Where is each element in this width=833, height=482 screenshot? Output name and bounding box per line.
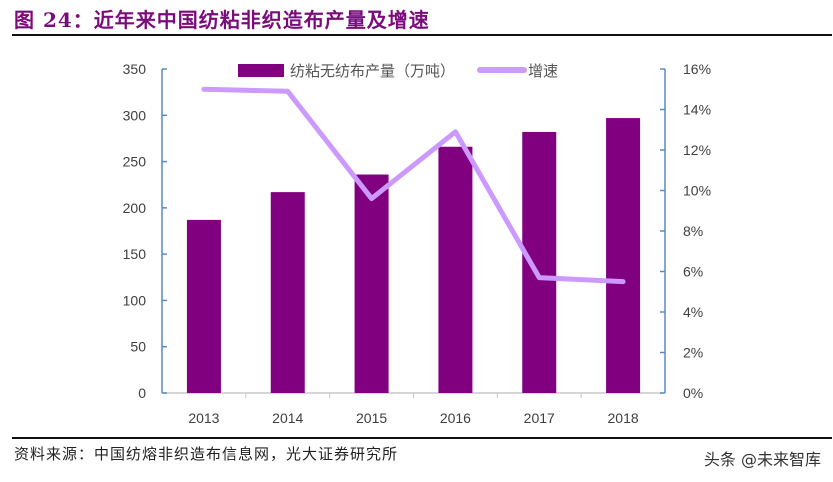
source-rule (12, 437, 832, 439)
right-tick-label: 4% (683, 304, 703, 320)
left-tick-label: 250 (123, 154, 147, 170)
left-tick-label: 50 (130, 339, 146, 355)
right-tick-label: 8% (683, 223, 703, 239)
legend-bar-swatch (238, 64, 284, 77)
left-tick-label: 300 (123, 107, 147, 123)
x-tick-label: 2018 (608, 410, 639, 426)
left-tick-label: 200 (123, 200, 147, 216)
legend-line-label: 增速 (528, 62, 558, 80)
left-tick-label: 350 (123, 61, 147, 77)
right-tick-label: 0% (683, 385, 703, 401)
figure-title: 图 24：近年来中国纺粘非织造布产量及增速 (14, 8, 430, 32)
left-tick-label: 0 (138, 385, 146, 401)
growth-line (201, 86, 626, 285)
right-tick-label: 12% (683, 142, 711, 158)
x-tick-label: 2013 (188, 410, 219, 426)
x-tick-label: 2017 (524, 410, 555, 426)
x-tick-label: 2016 (440, 410, 471, 426)
x-tick-label: 2014 (272, 410, 303, 426)
right-tick-label: 14% (683, 102, 711, 118)
right-tick-label: 10% (683, 183, 711, 199)
bar-2015 (354, 174, 389, 393)
x-tick-label: 2015 (356, 410, 387, 426)
title-rule (12, 34, 832, 36)
bar-2017 (522, 131, 557, 393)
left-tick-label: 100 (123, 292, 147, 308)
legend-bar-label: 纺粘无纺布产量（万吨） (290, 62, 455, 80)
bar-2014 (270, 192, 305, 393)
source-note: 资料来源：中国纺熔非织造布信息网，光大证券研究所 (14, 445, 399, 463)
bar-2016 (438, 146, 473, 393)
watermark: 头条 @未来智库 (703, 450, 821, 469)
right-tick-label: 16% (683, 61, 711, 77)
bar-2013 (186, 219, 221, 393)
right-tick-label: 6% (683, 264, 703, 280)
bar-2018 (606, 118, 641, 393)
right-tick-label: 2% (683, 345, 703, 361)
left-tick-label: 150 (123, 246, 147, 262)
